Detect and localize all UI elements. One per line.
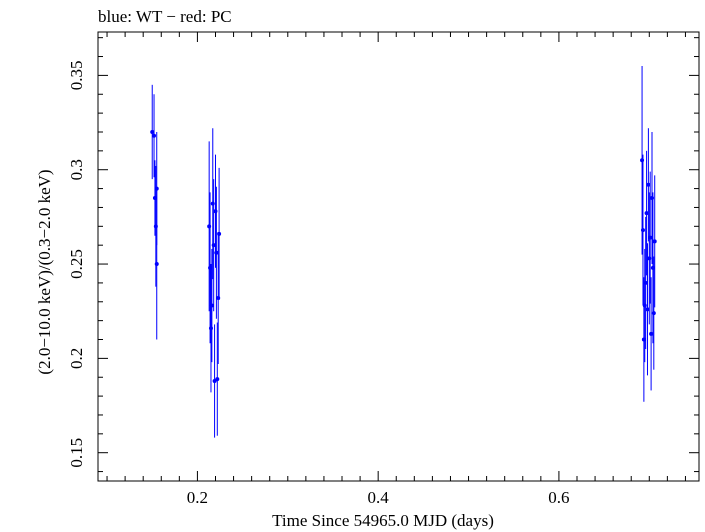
data-point <box>648 235 653 240</box>
x-tick-label: 0.4 <box>368 488 390 507</box>
data-point <box>215 377 220 382</box>
y-tick-label: 0.2 <box>67 348 86 369</box>
data-point <box>643 280 648 285</box>
y-tick-label: 0.35 <box>67 61 86 91</box>
axis-tick-labels: 0.2 0.4 0.6 0.15 0.2 0.25 0.3 0.35 <box>67 61 570 507</box>
data-point <box>651 311 656 316</box>
data-point <box>209 303 214 308</box>
data-point <box>152 133 157 138</box>
y-axis-label: (2.0−10.0 keV)/(0.3−2.0 keV) <box>35 169 54 374</box>
data-point <box>646 182 651 187</box>
data-point <box>211 243 216 248</box>
chart-title: blue: WT − red: PC <box>98 7 232 26</box>
data-point <box>640 228 645 233</box>
plot-frame <box>97 31 700 482</box>
x-tick-label: 0.2 <box>187 488 208 507</box>
data-point <box>217 231 222 236</box>
y-tick-label: 0.3 <box>67 159 86 180</box>
data-point <box>645 307 650 312</box>
y-tick-label: 0.25 <box>67 249 86 279</box>
data-point <box>644 211 649 216</box>
data-series <box>150 65 657 438</box>
data-point <box>649 331 654 336</box>
y-tick-label: 0.15 <box>67 438 86 468</box>
axis-ticks <box>98 32 699 481</box>
data-point <box>154 262 159 267</box>
series-wt <box>150 65 657 438</box>
x-axis-label: Time Since 54965.0 MJD (days) <box>272 511 494 530</box>
data-point <box>652 239 657 244</box>
data-point <box>214 250 219 255</box>
x-tick-label: 0.6 <box>548 488 569 507</box>
data-point <box>150 129 155 134</box>
